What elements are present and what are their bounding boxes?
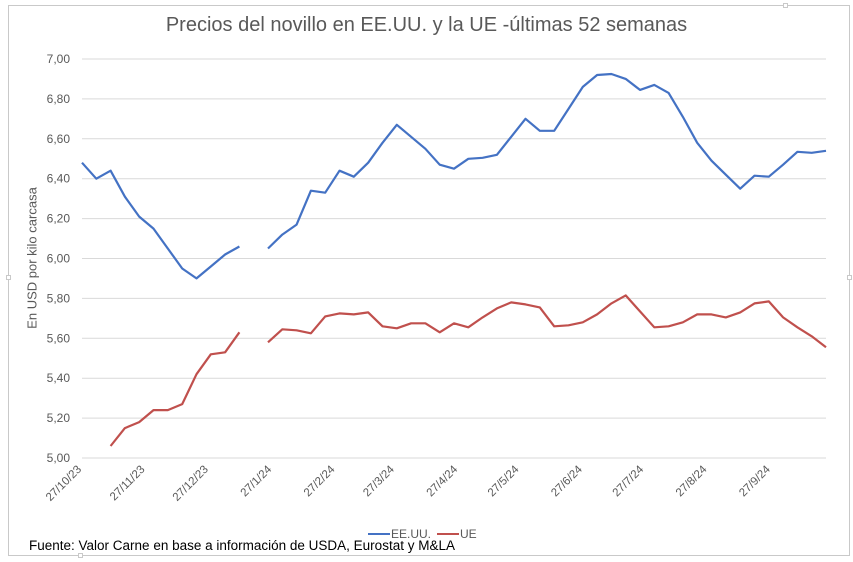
series-line-segment bbox=[109, 331, 241, 447]
x-tick-label: 27/5/24 bbox=[486, 463, 522, 499]
source-note: Fuente: Valor Carne en base a informació… bbox=[29, 538, 455, 553]
legend-item-ue: UE bbox=[437, 527, 477, 541]
x-tick-label: 27/8/24 bbox=[674, 463, 710, 499]
y-tick-label: 6,00 bbox=[47, 252, 71, 266]
x-tick-label: 27/12/23 bbox=[171, 464, 211, 504]
chart-frame bbox=[8, 5, 850, 556]
series-line-segment bbox=[81, 161, 240, 280]
x-tick-label: 27/4/24 bbox=[425, 463, 461, 499]
x-tick-label: 27/2/24 bbox=[302, 463, 338, 499]
series-line-segment bbox=[267, 294, 827, 349]
y-tick-label: 6,80 bbox=[47, 92, 71, 106]
legend-label-eeuu: EE.UU. bbox=[391, 527, 432, 541]
y-tick-label: 6,20 bbox=[47, 212, 71, 226]
resize-handle-bottom[interactable] bbox=[78, 553, 83, 558]
y-tick-label: 5,00 bbox=[47, 451, 71, 465]
series-ue bbox=[109, 294, 827, 447]
resize-handle-left[interactable] bbox=[6, 275, 11, 280]
legend: EE.UU. UE bbox=[368, 527, 483, 541]
y-tick-label: 5,60 bbox=[47, 331, 71, 345]
y-tick-label: 6,40 bbox=[47, 172, 71, 186]
y-tick-label: 5,20 bbox=[47, 411, 71, 425]
x-tick-label: 27/9/24 bbox=[737, 463, 773, 499]
x-tick-label: 27/10/23 bbox=[44, 464, 84, 504]
x-tick-label: 27/7/24 bbox=[611, 463, 647, 499]
legend-swatch-eeuu bbox=[368, 533, 390, 535]
series-eeuu bbox=[81, 72, 827, 280]
y-tick-label: 6,60 bbox=[47, 132, 71, 146]
y-tick-label: 5,80 bbox=[47, 291, 71, 305]
y-tick-label: 5,40 bbox=[47, 371, 71, 385]
legend-label-ue: UE bbox=[460, 527, 477, 541]
resize-handle-right[interactable] bbox=[847, 275, 852, 280]
legend-item-eeuu: EE.UU. bbox=[368, 527, 431, 541]
chart-title: Precios del novillo en EE.UU. y la UE -ú… bbox=[165, 14, 688, 36]
series-line-segment bbox=[267, 72, 827, 250]
x-tick-label: 27/3/24 bbox=[361, 463, 397, 499]
x-tick-label: 27/11/23 bbox=[108, 464, 148, 504]
x-tick-label: 27/1/24 bbox=[239, 463, 275, 499]
y-tick-label: 7,00 bbox=[47, 52, 71, 66]
legend-swatch-ue bbox=[437, 533, 460, 535]
resize-handle-top[interactable] bbox=[783, 3, 788, 8]
x-tick-label: 27/6/24 bbox=[549, 463, 585, 499]
